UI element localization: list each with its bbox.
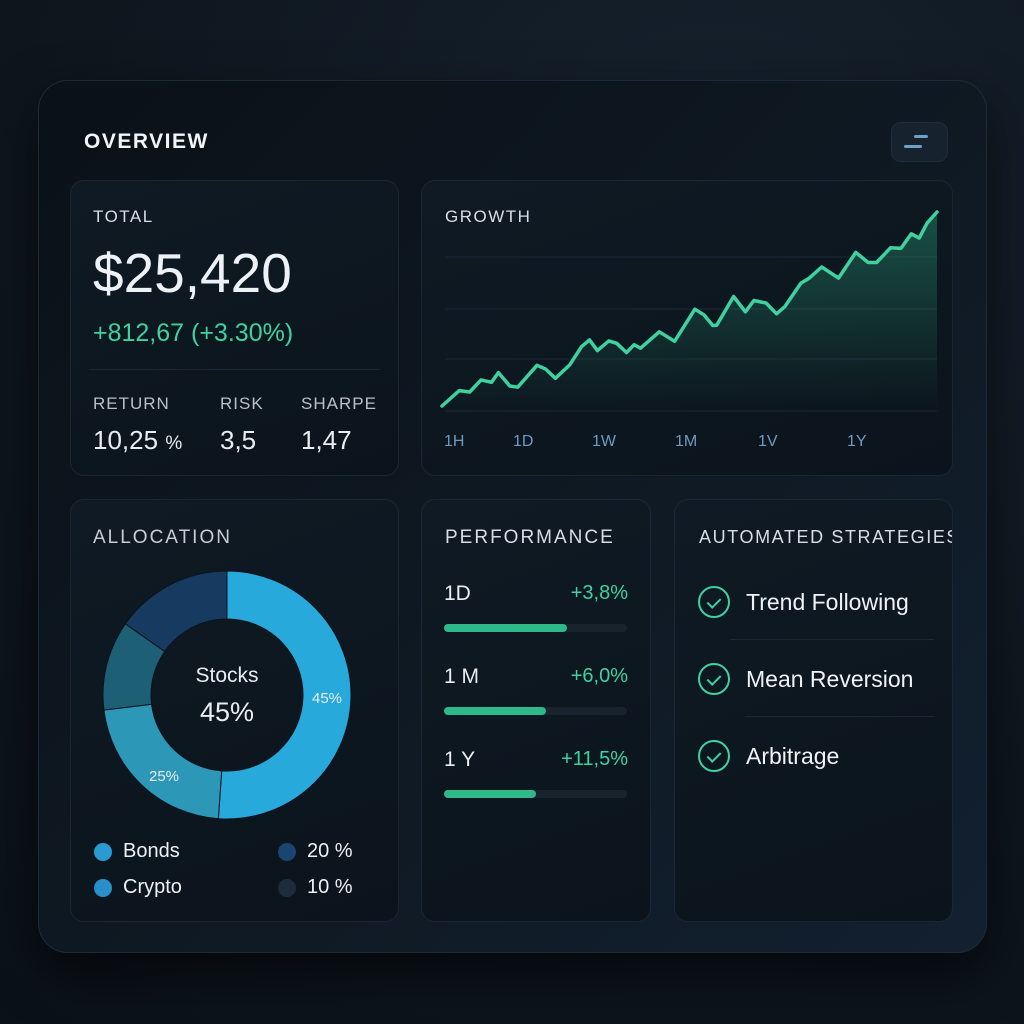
growth-line [440, 210, 939, 408]
divider [89, 369, 380, 370]
bonds-slice-label: 25% [149, 768, 180, 785]
total-value: $25,420 [93, 242, 292, 304]
strategy-item[interactable]: Trend Following [746, 589, 909, 615]
donut-center-label: Stocks [195, 664, 259, 687]
range-tab[interactable]: 1V [758, 433, 778, 450]
sharpe-label: SHARPE [301, 394, 377, 413]
sharpe-value: 1,47 [301, 425, 352, 455]
perf-change: +3,8% [570, 582, 628, 604]
perf-period: 1 Y [444, 748, 476, 771]
donut-slice-other [124, 570, 228, 653]
strategies-card: AUTOMATED STRATEGIES Trend Following Mea… [674, 499, 953, 922]
performance-label: PERFORMANCE [445, 527, 615, 548]
performance-card: PERFORMANCE 1D +3,8% 1 M +6,0% 1 Y +11,5… [421, 499, 651, 922]
perf-change: +6,0% [570, 665, 628, 687]
total-change: +812,67 (+3.30%) [93, 319, 294, 347]
return-value: 10,25 % [93, 425, 182, 456]
return-unit: % [165, 433, 183, 454]
legend-bonds: Bonds [123, 840, 180, 862]
check-circle-icon [698, 740, 730, 772]
range-tab[interactable]: 1Y [847, 433, 867, 450]
legend-dot-10 [278, 879, 296, 897]
menu-button[interactable] [891, 122, 948, 162]
range-tab[interactable]: 1W [592, 433, 616, 450]
perf-period: 1 M [444, 665, 480, 688]
strategy-item[interactable]: Mean Reversion [746, 666, 914, 692]
range-tab[interactable]: 1M [675, 433, 698, 450]
legend-20: 20 % [307, 840, 353, 862]
donut-center-value: 45% [199, 697, 255, 727]
legend-10: 10 % [307, 876, 353, 898]
divider [745, 716, 934, 717]
strategies-label: AUTOMATED STRATEGIES [699, 527, 953, 547]
check-circle-icon [698, 663, 730, 695]
return-label: RETURN [93, 394, 170, 413]
donut-slice-stocks [217, 570, 352, 820]
menu-icon [914, 135, 928, 138]
perf-bar-fill [444, 790, 536, 798]
perf-change: +11,5% [561, 748, 628, 770]
legend-dot-bonds [94, 843, 112, 861]
perf-bar-fill [444, 707, 547, 715]
strategy-item[interactable]: Arbitrage [746, 743, 840, 769]
legend-dot-crypto [94, 879, 112, 897]
stocks-slice-label: 45% [312, 690, 343, 707]
perf-bar-fill [444, 624, 567, 632]
allocation-label: ALLOCATION [93, 527, 232, 548]
menu-icon-line [904, 145, 922, 148]
risk-label: RISK [220, 394, 264, 413]
growth-area [442, 212, 937, 411]
total-card: TOTAL $25,420 +812,67 (+3.30%) RETURN RI… [70, 180, 399, 476]
page-title: OVERVIEW [84, 130, 209, 153]
perf-period: 1D [444, 582, 471, 605]
perf-bar [444, 624, 627, 632]
risk-value: 3,5 [220, 425, 257, 455]
growth-chart [440, 210, 939, 412]
return-number: 10,25 [93, 425, 159, 455]
range-tab[interactable]: 1D [513, 433, 534, 450]
total-label: TOTAL [93, 207, 154, 226]
check-circle-icon [698, 586, 730, 618]
perf-bar [444, 790, 627, 798]
allocation-donut [102, 570, 352, 820]
legend-crypto: Crypto [123, 876, 182, 898]
legend-dot-20 [278, 843, 296, 861]
divider [730, 639, 934, 640]
perf-bar [444, 707, 627, 715]
growth-label: GROWTH [445, 207, 532, 226]
range-tab[interactable]: 1H [444, 433, 465, 450]
